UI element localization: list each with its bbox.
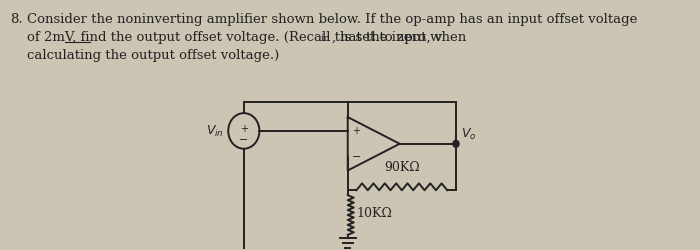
Circle shape [453, 141, 459, 148]
Text: $V_o$: $V_o$ [461, 126, 477, 142]
Text: calculating the output offset voltage.): calculating the output offset voltage.) [27, 49, 279, 62]
Text: of 2mV, find the output offset voltage. (Recall that the input, v: of 2mV, find the output offset voltage. … [27, 31, 442, 44]
Text: in: in [321, 34, 331, 43]
Text: $V_{in}$: $V_{in}$ [206, 124, 224, 139]
Text: +: + [240, 124, 248, 134]
Text: −: − [352, 151, 361, 161]
Text: 8.: 8. [10, 13, 22, 26]
Text: Consider the noninverting amplifier shown below. If the op-amp has an input offs: Consider the noninverting amplifier show… [27, 13, 638, 26]
Text: 90KΩ: 90KΩ [384, 161, 420, 174]
Text: , is set to zero when: , is set to zero when [332, 31, 466, 44]
Text: 10KΩ: 10KΩ [356, 206, 392, 219]
Text: +: + [352, 126, 360, 136]
Text: −: − [239, 134, 248, 144]
